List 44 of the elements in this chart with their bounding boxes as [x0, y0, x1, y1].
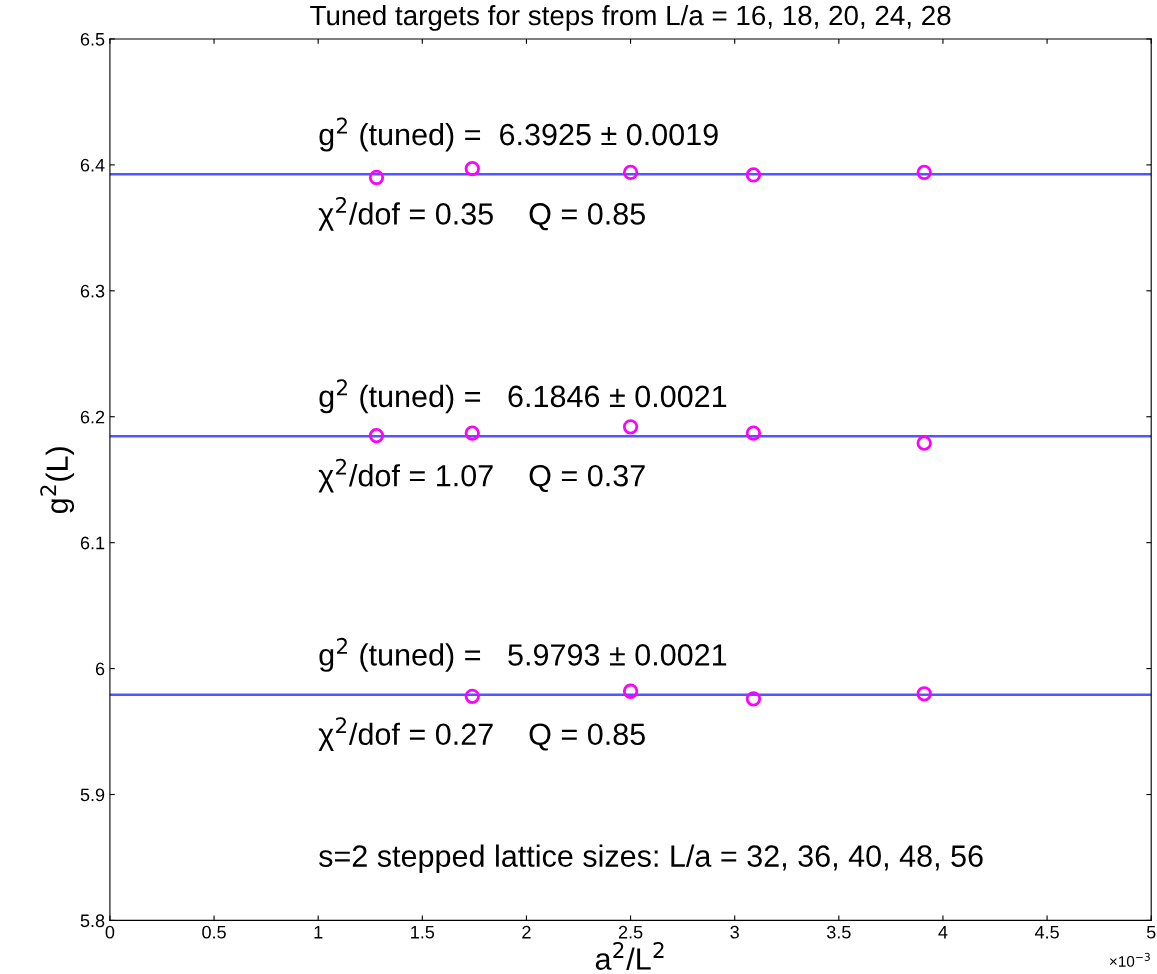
y-tick-label: 5.8	[80, 914, 105, 928]
x-tick-label: 0	[105, 925, 115, 939]
point	[745, 425, 762, 441]
point	[916, 435, 932, 451]
y-axis-title: g$^{2}$(L)	[40, 447, 75, 514]
x-axis-title: a$^{2}$/L$^{2}$	[595, 942, 664, 970]
point	[916, 686, 932, 702]
y-tick-label: 6	[95, 662, 105, 676]
point	[622, 683, 639, 699]
text: ×10$^{−3}$	[1109, 952, 1150, 967]
x-tick-label: 3	[730, 925, 739, 939]
x-tick-label: 2	[522, 925, 531, 939]
annotation: g$^{2}$ (tuned) = 6.3925 ± 0.0019	[319, 117, 718, 152]
y-tick-label: 6.4	[80, 158, 105, 172]
annotation: χ$^{2}$/dof = 0.35 Q = 0.85	[318, 196, 645, 231]
point	[464, 425, 480, 441]
x-tick-label: 4	[938, 925, 948, 939]
y-tick-label: 6.1	[80, 536, 105, 550]
y-tick-label: 5.9	[80, 788, 105, 802]
x-tick-label: 2.5	[618, 925, 643, 939]
x-tick-label: 5	[1146, 925, 1156, 939]
point	[464, 161, 480, 177]
y-tick-label: 6.2	[80, 410, 105, 424]
point	[464, 688, 480, 704]
annotation: χ$^{2}$/dof = 0.27 Q = 0.85	[318, 717, 645, 752]
chart-title: Tuned targets for steps from L/a = 16, 18, 20, 24, 28	[310, 4, 951, 31]
point	[622, 419, 639, 435]
x-tick-label: 4.5	[1034, 925, 1059, 939]
annotation: s=2 stepped lattice sizes: L/a = 32, 36, 40, 48, 56	[319, 844, 983, 873]
x-tick-label: 1.5	[411, 925, 435, 939]
x-tick-label: 0.5	[202, 925, 226, 939]
annotation: g$^{2}$ (tuned) = 5.9793 ± 0.0021	[319, 637, 727, 672]
y-tick-label: 6.3	[80, 284, 105, 298]
point	[916, 164, 932, 181]
point	[745, 167, 762, 183]
x-tick-label: 1	[314, 925, 323, 939]
point	[368, 169, 385, 186]
x-tick-label: 3.5	[826, 925, 851, 939]
annotation: g$^{2}$ (tuned) = 6.1846 ± 0.0021	[319, 379, 727, 414]
annotation: χ$^{2}$/dof = 1.07 Q = 0.37	[318, 458, 645, 493]
point	[368, 427, 385, 444]
point	[622, 164, 639, 181]
y-tick-label: 6.5	[80, 32, 105, 46]
point	[745, 691, 762, 707]
